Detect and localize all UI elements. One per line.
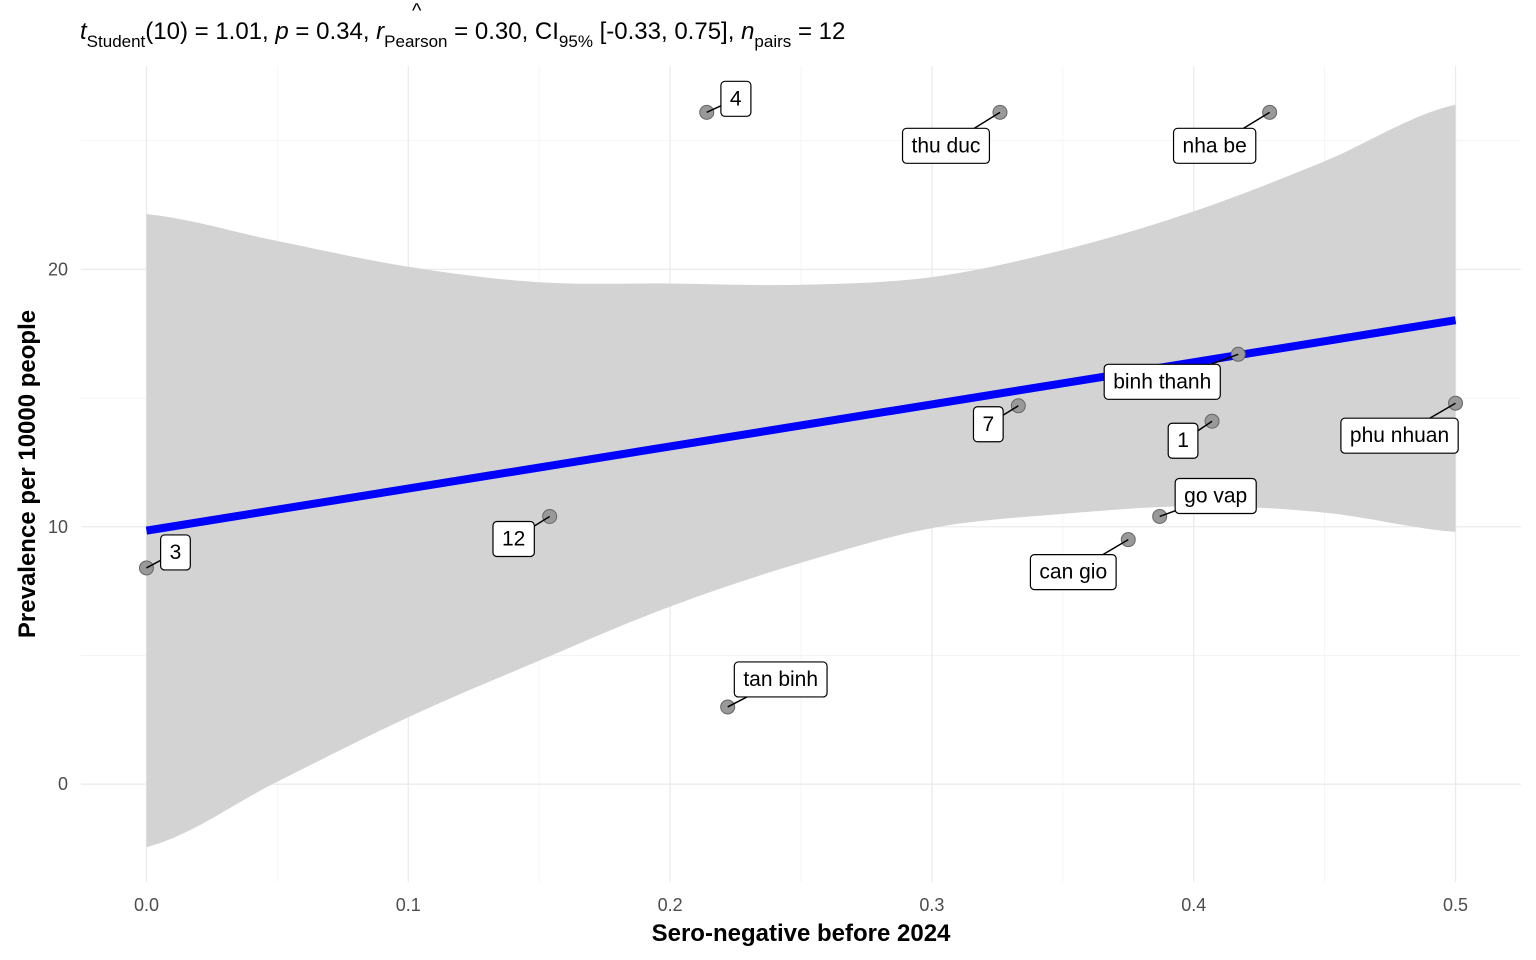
leader-line (1102, 538, 1129, 556)
leader-line (973, 111, 1001, 129)
leader-line (1242, 111, 1271, 129)
point-label: 7 (972, 405, 1019, 443)
point-label-text: nha be (1183, 134, 1247, 157)
x-tick-label: 0.4 (1181, 895, 1206, 915)
point-label-text: 1 (1177, 429, 1189, 452)
point-label-text: 4 (730, 87, 742, 110)
x-tick-label: 0.3 (919, 895, 944, 915)
label-box (1103, 363, 1221, 400)
r-hat-mark: ^ (412, 0, 422, 22)
point-label: 1 (1167, 420, 1213, 459)
point-label-text: go vap (1184, 484, 1247, 507)
point-label: can gio (1029, 538, 1129, 591)
point-labels-layer: 4 thu duc nha be binh thanh 7 1 phu nhuan go va… (146, 80, 1459, 708)
leader-line (706, 105, 722, 114)
y-axis-title: Prevalence per 10000 people (14, 310, 41, 638)
points-layer (138, 104, 1464, 715)
leader-line (1197, 420, 1213, 432)
leader-line (1429, 402, 1456, 419)
leader-line (146, 559, 161, 569)
point-label: tan binh (727, 661, 828, 708)
x-axis-title: Sero-negative before 2024 (652, 920, 951, 947)
point-label-text: 3 (170, 541, 182, 564)
leader-line (1210, 353, 1239, 366)
label-box (972, 406, 1004, 443)
label-box (1340, 417, 1459, 454)
point-label: thu duc (901, 111, 1001, 164)
point-label: 12 (492, 515, 551, 558)
label-box (492, 520, 535, 558)
leader-line (533, 515, 551, 527)
point-label: binh thanh (1103, 353, 1239, 400)
x-tick-label: 0.0 (134, 895, 159, 915)
confidence-band (146, 104, 1456, 848)
label-box (1029, 554, 1117, 591)
x-tick-label: 0.5 (1443, 895, 1468, 915)
leader-line (1002, 405, 1019, 416)
point-label-text: 7 (982, 413, 994, 436)
leader-line (727, 696, 748, 708)
point-label-text: tan binh (743, 668, 818, 691)
chart-subtitle: tStudent(10) = 1.01, p = 0.34, rPearson … (80, 18, 845, 51)
point-label: 3 (146, 534, 191, 571)
label-box (720, 80, 752, 117)
point-label: go vap (1159, 477, 1257, 518)
y-tick-label: 10 (48, 517, 68, 537)
label-box (160, 534, 191, 571)
label-box (1174, 477, 1257, 515)
point-label-text: thu duc (912, 134, 981, 157)
point-label: phu nhuan (1340, 402, 1459, 454)
x-tick-label: 0.2 (658, 895, 683, 915)
y-tick-label: 0 (58, 774, 68, 794)
label-box (1172, 127, 1257, 164)
y-tick-label: 20 (48, 259, 68, 279)
point-label: nha be (1172, 111, 1271, 164)
confidence-band-layer (146, 104, 1456, 848)
point-label-text: can gio (1039, 561, 1107, 584)
point-label: 4 (706, 80, 752, 117)
x-tick-label: 0.1 (396, 895, 421, 915)
label-box (733, 661, 828, 698)
label-box (901, 127, 991, 164)
x-axis-ticks: 0.0 0.1 0.2 0.3 0.4 0.5 (134, 895, 1468, 915)
label-box (1167, 422, 1199, 459)
y-axis-ticks: 0 10 20 (48, 259, 68, 794)
point-label-text: 12 (502, 527, 525, 550)
leader-line (1159, 510, 1176, 518)
point-label-text: binh thanh (1113, 370, 1211, 393)
point-label-text: phu nhuan (1350, 424, 1449, 447)
